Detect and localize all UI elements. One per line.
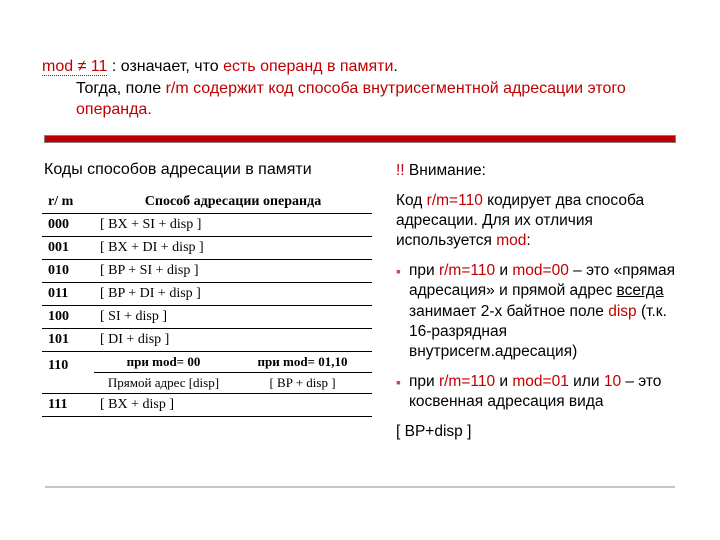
row110-h1: при mod= 00: [94, 352, 233, 372]
attention-text: Внимание:: [405, 162, 486, 179]
cell-mode: [ BX + SI + disp ]: [94, 213, 372, 236]
cell-code: 100: [42, 305, 94, 328]
cell-code: 001: [42, 236, 94, 259]
bullet-1: ▪ при r/m=110 и mod=00 – это «прямая адр…: [396, 261, 678, 362]
b1-and: и: [495, 262, 512, 279]
p1a: Код: [396, 192, 427, 209]
cell-code: 101: [42, 328, 94, 351]
th-mode: Способ адресации операнда: [94, 191, 372, 214]
b1-pre: при: [409, 262, 439, 279]
b2-pre: при: [409, 373, 439, 390]
cell-mode: [ BP + DI + disp ]: [94, 282, 372, 305]
b1-rm: r/m=110: [439, 262, 495, 279]
red-divider: [44, 135, 676, 143]
cell-mode: [ BX + DI + disp ]: [94, 236, 372, 259]
b1-mod: mod=00: [512, 262, 568, 279]
intro-line2a: Тогда, поле: [76, 80, 166, 97]
cell-code: 011: [42, 282, 94, 305]
intro-means: : означает, что: [107, 58, 223, 75]
p1-rm: r/m=110: [427, 192, 483, 209]
table-row: 011[ BP + DI + disp ]: [42, 282, 372, 305]
row110-s1: Прямой адрес [disp]: [94, 373, 233, 393]
cell-mode: [ BX + disp ]: [94, 393, 372, 416]
bullet-2: ▪ при r/m=110 и mod=01 или 10 – это косв…: [396, 372, 678, 412]
table-row: 111[ BX + disp ]: [42, 393, 372, 416]
left-title: Коды способов адресации в памяти: [44, 161, 372, 179]
intro-mem-operand: есть операнд в памяти: [223, 58, 393, 75]
bullet-icon: ▪: [396, 261, 409, 362]
attention-bang: !!: [396, 162, 405, 179]
b2-and: и: [495, 373, 512, 390]
table-row-110: 110 при mod= 00 при mod= 01,10 Прямой ад…: [42, 351, 372, 393]
b2-rm: r/m=110: [439, 373, 495, 390]
b2-mod: mod=01: [512, 373, 568, 390]
right-p1: Код r/m=110 кодирует два способа адресац…: [396, 191, 678, 251]
attention-line: !! Внимание:: [396, 161, 678, 181]
right-b3: [ BP+disp ]: [396, 422, 678, 442]
cell-code: 010: [42, 259, 94, 282]
b2-or: или: [569, 373, 604, 390]
th-code: r/ m: [42, 191, 94, 214]
b1-disp: disp: [608, 303, 636, 320]
table-row: 010[ BP + SI + disp ]: [42, 259, 372, 282]
b2-ten: 10: [604, 373, 621, 390]
cell-code: 000: [42, 213, 94, 236]
cell-mode: [ SI + disp ]: [94, 305, 372, 328]
b1-end1: занимает 2-х байтное поле: [409, 303, 608, 320]
cell-code: 110: [42, 351, 94, 393]
intro-dot: .: [393, 58, 397, 75]
cell-mode-110: при mod= 00 при mod= 01,10 Прямой адрес …: [94, 351, 372, 393]
table-row: 001[ BX + DI + disp ]: [42, 236, 372, 259]
bottom-divider: [45, 486, 675, 488]
p1-colon: :: [526, 232, 530, 249]
p1-mod: mod: [496, 232, 526, 249]
addressing-table: r/ m Способ адресации операнда 000[ BX +…: [42, 191, 372, 417]
table-row: 101[ DI + disp ]: [42, 328, 372, 351]
cell-mode: [ DI + disp ]: [94, 328, 372, 351]
intro-paragraph: mod ≠ 11 : означает, что есть операнд в …: [42, 56, 678, 121]
row110-h2: при mod= 01,10: [233, 352, 372, 372]
row110-s2: [ BP + disp ]: [233, 373, 372, 393]
cell-code: 111: [42, 393, 94, 416]
mod-neq-11: mod ≠ 11: [42, 58, 107, 76]
cell-mode: [ BP + SI + disp ]: [94, 259, 372, 282]
table-header-row: r/ m Способ адресации операнда: [42, 191, 372, 214]
bullet-icon: ▪: [396, 372, 409, 412]
table-row: 100[ SI + disp ]: [42, 305, 372, 328]
table-row: 000[ BX + SI + disp ]: [42, 213, 372, 236]
b1-always: всегда: [617, 282, 664, 299]
intro-rm: r/m: [166, 80, 189, 97]
